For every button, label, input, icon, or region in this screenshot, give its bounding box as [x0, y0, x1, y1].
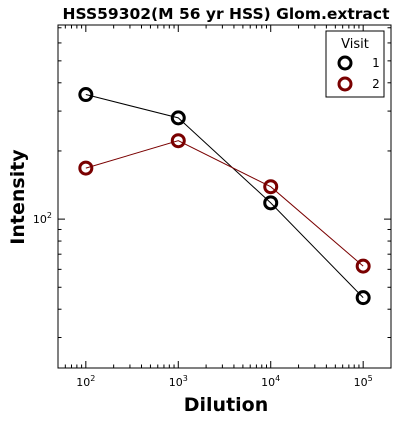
legend-title: Visit	[341, 37, 369, 52]
data-point-series-2	[263, 179, 279, 195]
x-tick-label: 104	[261, 374, 280, 389]
data-point-series-2	[170, 133, 186, 149]
legend-marker-1	[337, 55, 353, 71]
x-tick-label: 105	[354, 374, 373, 389]
legend-label-2: 2	[372, 77, 380, 91]
plot-area	[57, 24, 392, 369]
x-axis-label: Dilution	[184, 394, 269, 416]
legend: Visit 1 2	[325, 30, 385, 98]
series-line-2	[85, 140, 364, 267]
data-point-series-1	[170, 110, 186, 126]
series-line-1	[85, 94, 364, 298]
y-axis-label: Intensity	[7, 149, 29, 245]
x-tick-label: 102	[76, 374, 95, 389]
data-point-series-2	[78, 160, 94, 176]
legend-marker-2	[337, 76, 353, 92]
data-point-series-1	[263, 195, 279, 211]
legend-box	[325, 30, 385, 98]
series-layer	[78, 87, 371, 306]
data-point-series-1	[355, 290, 371, 306]
data-point-series-2	[355, 258, 371, 274]
x-tick-label: 103	[169, 374, 188, 389]
chart-title: HSS59302(M 56 yr HSS) Glom.extract	[63, 5, 391, 23]
axis-ticks: 102 103 104 105 102	[33, 25, 392, 389]
legend-label-1: 1	[372, 56, 380, 70]
y-tick-label: 102	[33, 211, 52, 226]
data-point-series-1	[78, 87, 94, 103]
